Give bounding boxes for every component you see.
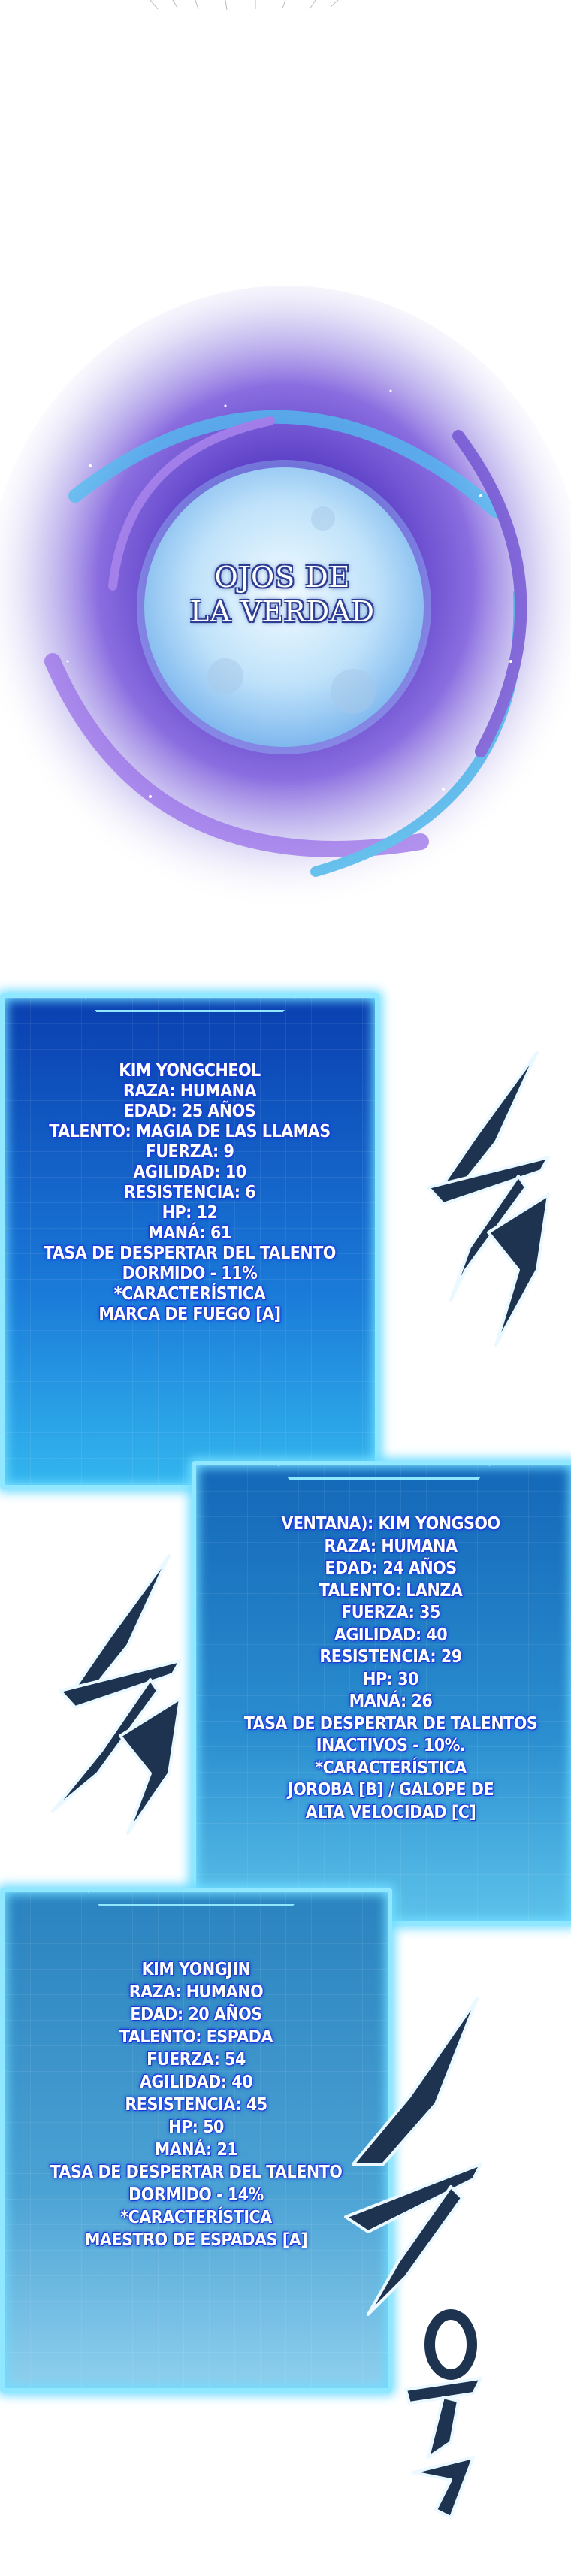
status-line: TASA DE DESPERTAR DE TALENTOS [243,1713,538,1734]
status-line: AGILIDAD: 40 [139,2073,253,2092]
status-line: DORMIDO - 14% [128,2185,264,2205]
status-line: MANÁ: 21 [154,2140,238,2160]
status-line: INACTIVOS - 10%. [316,1736,466,1755]
status-line: MANÁ: 61 [148,1223,231,1243]
status-line: *CARACTERÍSTICA [315,1758,467,1778]
whoosh-sfx-2 [51,1554,182,1835]
status-line: KIM YONGCHEOL [119,1061,261,1081]
panel-grid [5,998,375,1485]
moon-title: OJOS DE LA VERDAD [177,560,388,629]
moon-title-line-1: OJOS DE [214,561,351,594]
status-lines: KIM YONGCHEOL RAZA: HUMANA EDAD: 25 AÑOS… [5,1061,375,1325]
status-line: FUERZA: 35 [341,1603,440,1622]
panel-top-bar [86,1892,306,1906]
panel-grid [5,1892,388,2388]
status-line: *CARACTERÍSTICA [113,1284,266,1304]
status-lines: KIM YONGJIN RAZA: HUMANO EDAD: 20 AÑOS T… [5,1958,388,2251]
status-window-kim-yongcheol: KIM YONGCHEOL RAZA: HUMANA EDAD: 25 AÑOS… [0,993,379,1489]
status-line: KIM YONGJIN [141,1960,251,1979]
status-window-kim-yongjin: KIM YONGJIN RAZA: HUMANO EDAD: 20 AÑOS T… [0,1888,392,2393]
status-line: FUERZA: 54 [147,2050,246,2070]
whoosh-sfx-1 [427,1051,550,1347]
status-line: TASA DE DESPERTAR DEL TALENTO [50,2163,343,2182]
status-line: JOROBA [B] / GALOPE DE [287,1780,494,1800]
status-line: MAESTRO DE ESPADAS [A] [84,2230,308,2250]
status-line: RESISTENCIA: 29 [319,1647,462,1667]
status-line: TASA DE DESPERTAR DEL TALENTO [44,1244,336,1263]
status-line: AGILIDAD: 10 [133,1163,246,1182]
status-line: FUERZA: 9 [145,1142,234,1162]
status-line: EDAD: 24 AÑOS [325,1559,457,1578]
status-line: *CARACTERÍSTICA [120,2208,272,2227]
status-line: HP: 12 [162,1203,218,1223]
status-window-kim-yongsoo: VENTANA): KIM YONGSOO RAZA: HUMANA EDAD:… [192,1461,571,1925]
panel-grid [196,1465,571,1921]
status-line: DORMIDO - 11% [122,1264,258,1283]
top-speed-lines [150,0,339,11]
status-line: EDAD: 20 AÑOS [130,2005,262,2024]
status-line: RESISTENCIA: 6 [123,1183,256,1202]
status-line: ALTA VELOCIDAD [C] [305,1802,476,1822]
moon-title-line-2: LA VERDAD [190,595,375,628]
panel-top-bar [276,1465,491,1480]
whoosh-sfx-3 [344,1997,482,2519]
status-line: AGILIDAD: 40 [334,1625,448,1645]
status-line: RAZA: HUMANA [324,1536,458,1556]
status-line: TALENTO: LANZA [319,1580,463,1601]
panel-top-bar [83,998,296,1012]
nebula-illustration [0,286,571,917]
status-line: EDAD: 25 AÑOS [123,1102,256,1121]
status-line: HP: 50 [168,2118,224,2137]
status-line: TALENTO: MAGIA DE LAS LLAMAS [49,1122,331,1141]
status-line: MARCA DE FUEGO [A] [98,1305,281,1324]
status-line: TALENTO: ESPADA [119,2027,273,2047]
status-line: MANÁ: 26 [349,1692,433,1711]
status-lines: VENTANA): KIM YONGSOO RAZA: HUMANA EDAD:… [210,1513,571,1824]
status-line: VENTANA): KIM YONGSOO [281,1514,500,1534]
status-line: RAZA: HUMANO [128,1982,264,2002]
status-line: RESISTENCIA: 45 [125,2095,267,2115]
status-line: HP: 30 [363,1669,418,1689]
status-line: RAZA: HUMANA [123,1081,256,1101]
